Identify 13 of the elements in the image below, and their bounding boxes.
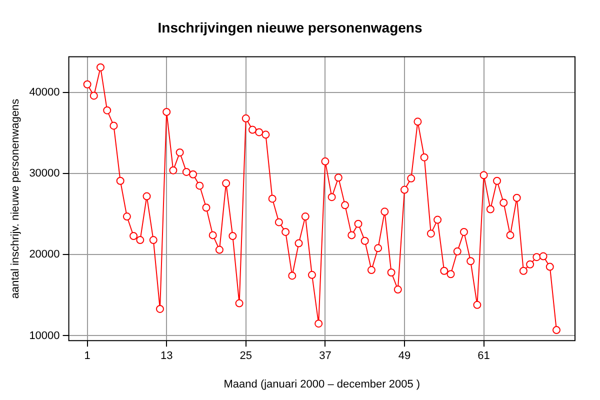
x-axis-title: Maand (januari 2000 – december 2005 ) xyxy=(224,378,420,390)
y-tick-label: 10000 xyxy=(29,330,60,342)
y-axis-title: aantal inschrijv. nieuwe personenwagens xyxy=(10,98,22,299)
y-tick-label: 40000 xyxy=(29,86,60,99)
x-tick-label: 25 xyxy=(240,350,252,362)
x-tick-label: 37 xyxy=(319,350,332,362)
x-tick-label: 1 xyxy=(84,350,90,362)
y-tick-label: 20000 xyxy=(29,248,60,261)
chart-title: Inschrijvingen nieuwe personenwagens xyxy=(158,19,422,36)
y-tick-label: 30000 xyxy=(29,168,60,180)
x-tick-label: 49 xyxy=(398,350,411,362)
x-tick-label: 13 xyxy=(160,350,173,362)
x-tick-label: 61 xyxy=(478,350,490,362)
